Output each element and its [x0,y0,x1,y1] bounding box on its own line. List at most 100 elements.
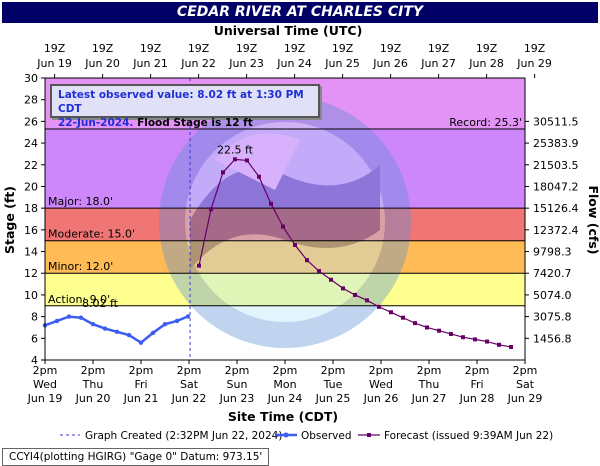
bottom-tick-label: Sat [180,378,199,391]
forecast-point [401,315,405,320]
bottom-tick-label: Wed [369,378,393,391]
top-tick-label: 19Z [380,42,402,55]
forecast-point [413,321,417,326]
latest-observation-line2: 22-Jun-2024. Flood Stage is 12 ft [58,116,312,130]
y-tick-label: 10 [24,289,38,302]
threshold-label: Major: 18.0' [48,195,113,208]
forecast-point [497,342,501,347]
flow-tick-label: 3075.8 [533,311,572,324]
top-tick-label: Jun 22 [180,57,216,70]
flow-tick-label: 30511.5 [533,115,579,128]
legend-observed-label: Observed [301,430,352,442]
bottom-tick-label: Jun 20 [75,392,111,405]
bottom-tick-label: Wed [33,378,57,391]
top-tick-label: Jun 26 [372,57,408,70]
flow-tick-label: 1456.8 [533,332,572,345]
y-tick-label: 14 [24,246,38,259]
annotations: 8.02 ft 22.5 ft [82,143,254,310]
observed-point [185,314,191,319]
bottom-tick-label: 2pm [129,364,154,377]
top-tick-label: Jun 21 [132,57,168,70]
top-tick-label: 19Z [284,42,306,55]
observed-series [42,314,191,345]
forecast-point [473,337,477,342]
y-tick-label: 8 [31,311,38,324]
flood-zones [45,78,525,360]
y-tick-label: 20 [24,180,38,193]
observed-point [126,332,132,338]
top-tick-label: 19Z [140,42,162,55]
bottom-tick-label: Jun 23 [219,392,255,405]
flow-tick-label: 12372.4 [533,224,579,237]
bottom-tick-label: Tue [323,378,343,391]
noaa-watermark [159,96,411,348]
top-tick-label: Jun 20 [84,57,120,70]
forecast-point [293,243,297,248]
forecast-point [509,344,513,349]
threshold-lines: Record: 25.3' Major: 18.0' Moderate: 15.0'… [45,116,525,307]
top-tick-label: Jun 23 [228,57,264,70]
y-tick-label: 30 [24,72,38,85]
bottom-tick-label: Mon [273,378,296,391]
forecast-point [269,201,273,206]
legend: Graph Created (2:32PM Jun 22, 2024) Obser… [60,430,553,442]
y-tick-label: 4 [31,354,38,367]
top-tick-label: Jun 24 [276,57,312,70]
observed-point [102,326,108,331]
forecast-point [305,258,309,263]
forecast-series [197,157,513,349]
y-tick-label: 12 [24,267,38,280]
bottom-tick-label: Thu [418,378,440,391]
bottom-tick-label: Fri [470,378,483,391]
forecast-point [245,158,249,163]
top-tick-label: 19Z [188,42,210,55]
bottom-axis-title: Site Time (CDT) [228,409,338,424]
latest-observation-date: 22-Jun-2024. [58,117,134,129]
latest-observation-text: Latest observed value: 8.02 ft at 1:30 P… [58,89,304,115]
threshold-label: Moderate: 15.0' [48,228,135,241]
title-bar [2,2,598,23]
observed-point [138,340,144,345]
top-axis-title: Universal Time (UTC) [214,23,363,38]
top-tick-label: Jun 27 [420,57,456,70]
forecast-point [221,170,225,175]
bottom-tick-label: Jun 26 [363,392,399,405]
flow-tick-label: 9798.3 [533,246,572,259]
top-tick-label: 19Z [236,42,258,55]
flow-tick-label: 18047.2 [533,180,579,193]
flood-stage-text: Flood Stage is 12 ft [137,117,253,129]
bottom-tick-label: Jun 25 [315,392,351,405]
observed-point [114,329,120,334]
top-tick-label: 19Z [428,42,450,55]
observed-annotation: 8.02 ft [82,297,119,310]
latest-observation-box: Latest observed value: 8.02 ft at 1:30 P… [50,84,320,129]
y-tick-label: 26 [24,115,38,128]
bottom-tick-label: 2pm [177,364,202,377]
bottom-tick-label: Sun [227,378,248,391]
zone-moderate [45,208,525,241]
y-tick-label: 16 [24,224,38,237]
forecast-point [353,292,357,297]
y-tick-label: 22 [24,159,38,172]
forecast-point [437,328,441,333]
axes: 4 6 8 10 12 14 16 18 20 22 24 26 28 30 1456.8 3075.8 507… [2,23,600,424]
top-tick-label: 19Z [44,42,66,55]
y-tick-label: 24 [24,137,38,150]
observed-point [90,322,96,327]
flow-tick-label: 7420.7 [533,267,572,280]
forecast-point [389,310,393,315]
threshold-label: Action: 9.0' [48,293,110,306]
observed-point [174,318,180,324]
forecast-point [377,304,381,309]
top-tick-label: Jun 19 [36,57,72,70]
forecast-point [425,325,429,330]
forecast-point [209,207,213,212]
forecast-point [341,286,345,291]
bottom-tick-label: 2pm [321,364,346,377]
observed-point [150,330,156,336]
flow-tick-label: 25383.9 [533,137,579,150]
gage-datum-caption: CCYI4(plotting HGIRG) "Gage 0" Datum: 97… [2,448,270,466]
observed-point [54,318,60,324]
bottom-tick-label: 2pm [273,364,298,377]
bottom-tick-label: 2pm [369,364,394,377]
